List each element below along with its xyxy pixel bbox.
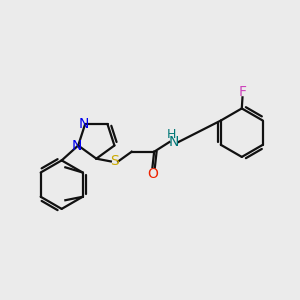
Text: N: N (78, 116, 88, 130)
Text: N: N (71, 139, 82, 153)
Text: S: S (110, 154, 119, 168)
Text: N: N (169, 135, 179, 149)
Text: H: H (167, 128, 176, 141)
Text: F: F (238, 85, 247, 99)
Text: O: O (147, 167, 158, 181)
